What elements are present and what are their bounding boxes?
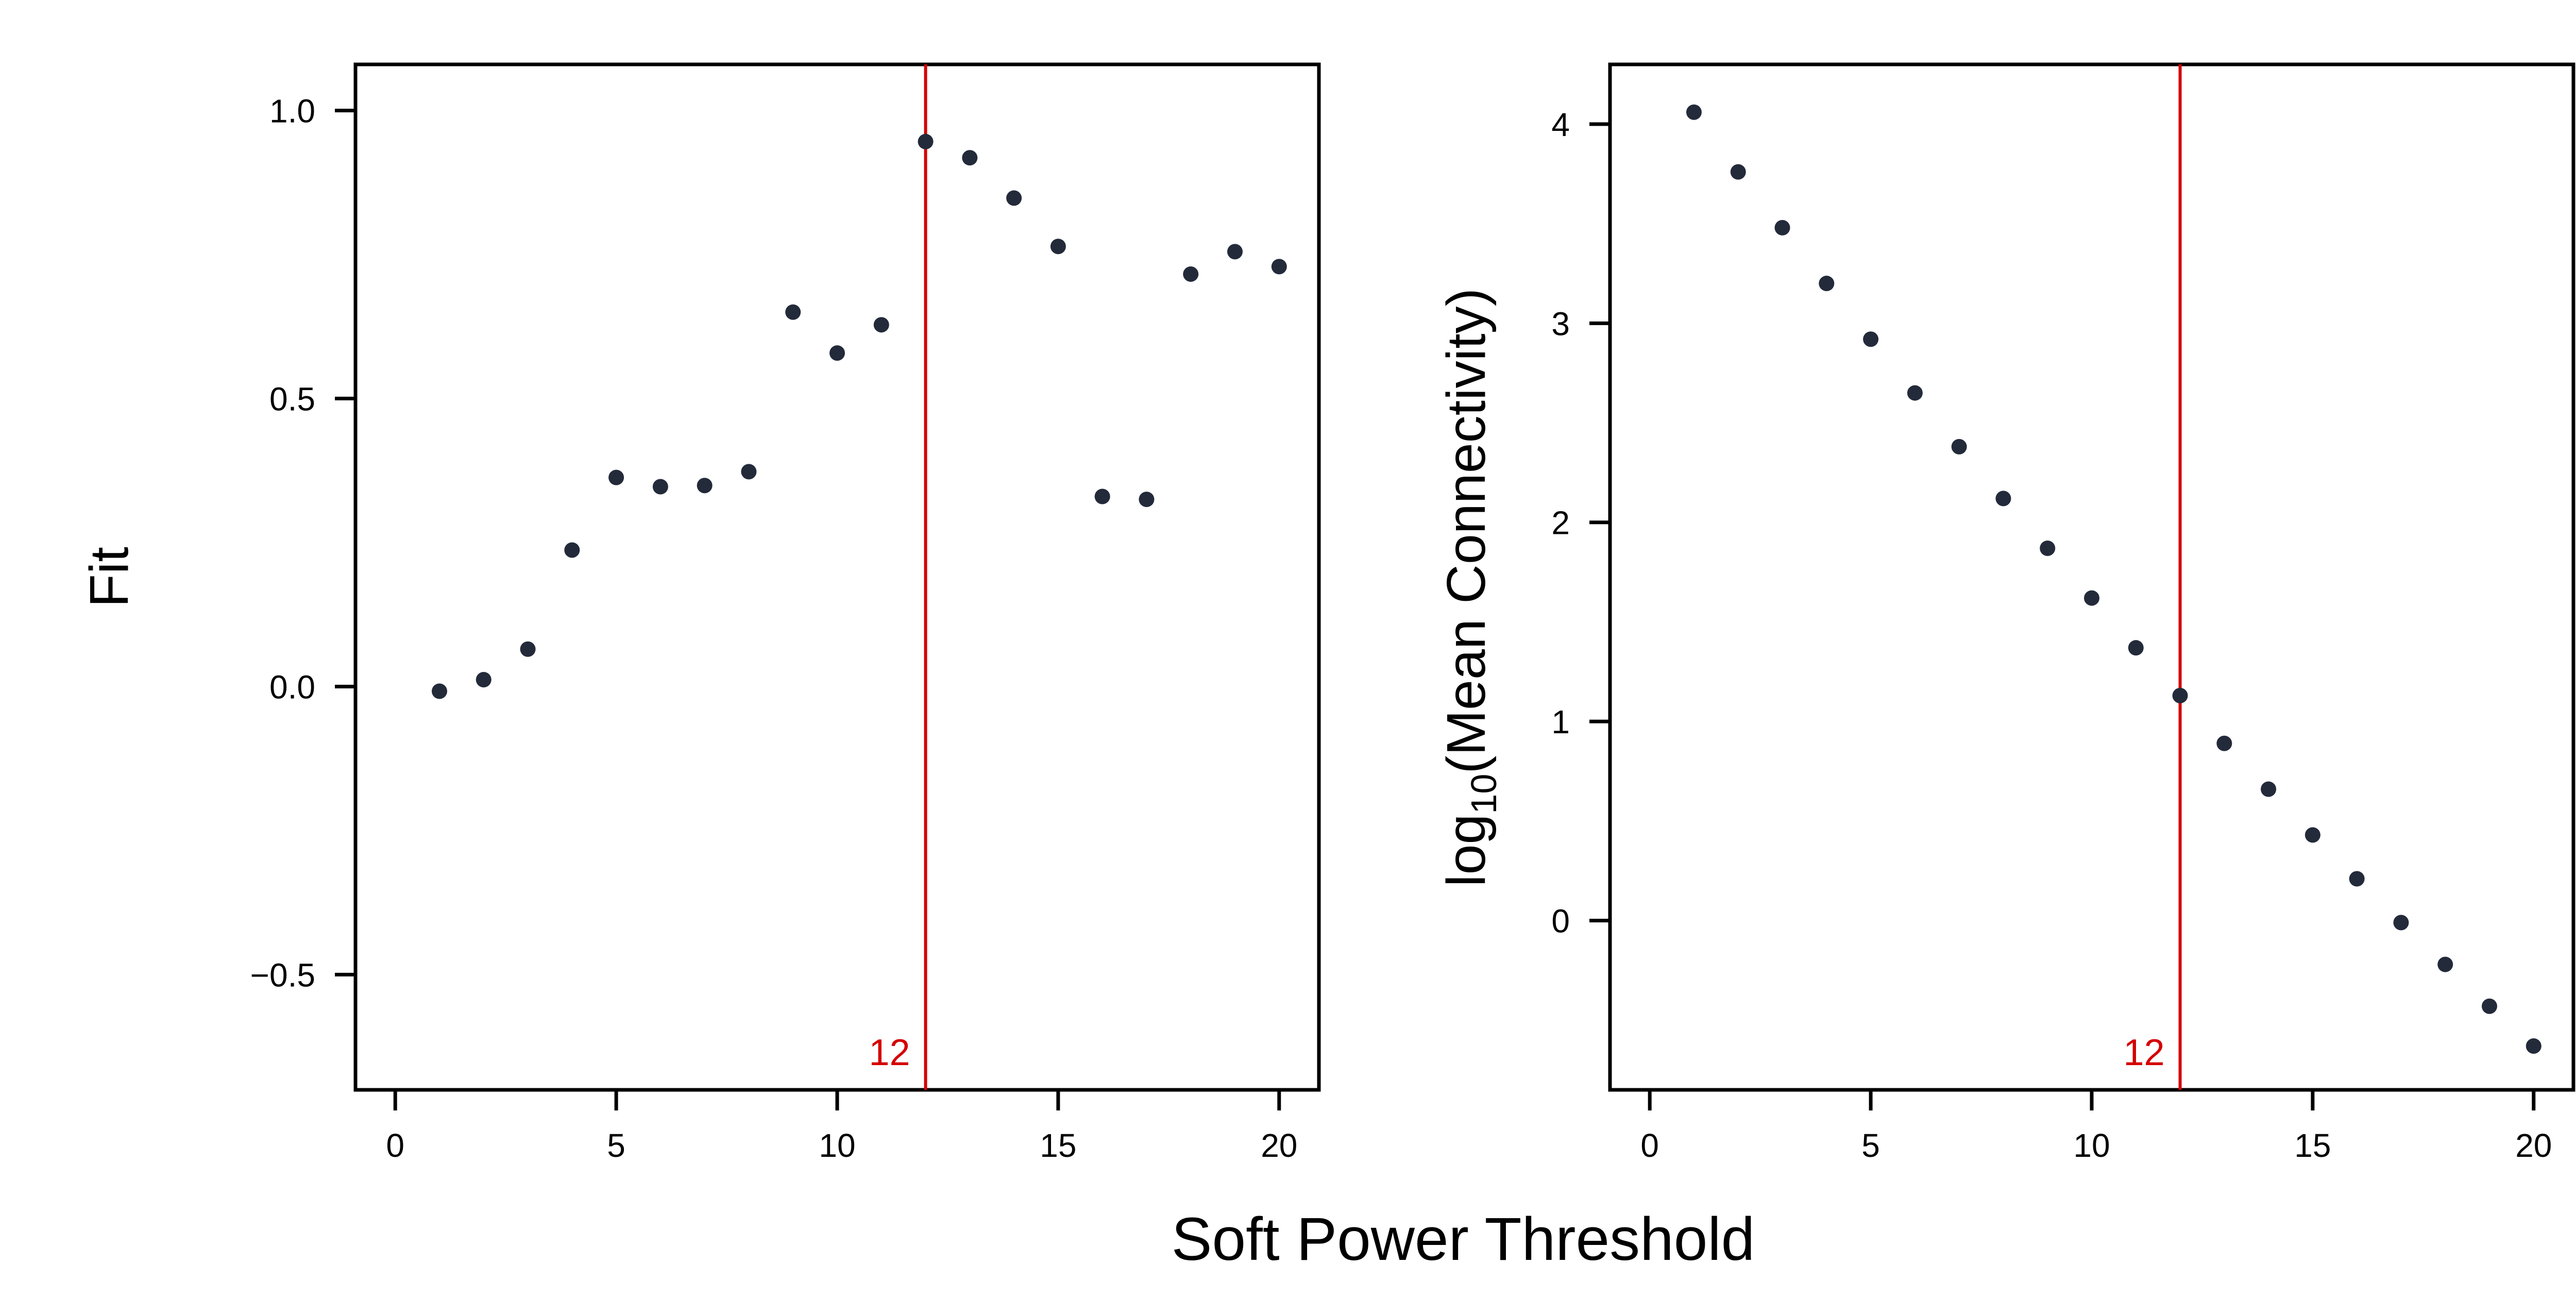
connectivity-data-point (2349, 871, 2365, 887)
y-axis-label-rest: (Mean Connectivity) (1436, 288, 1497, 774)
connectivity-data-point (2040, 540, 2056, 556)
fit-reference-line-label: 12 (869, 1032, 910, 1073)
connectivity-data-point (2084, 590, 2099, 606)
y-axis-label-subscript: 10 (1464, 774, 1504, 814)
fit-y-tick-label: −0.5 (250, 956, 315, 993)
connectivity-data-point (2526, 1038, 2541, 1054)
connectivity-data-point (1995, 491, 2011, 507)
fit-y-tick-label: 0.0 (269, 668, 315, 705)
connectivity-data-point (1951, 439, 1967, 454)
connectivity-data-point (2172, 687, 2188, 703)
connectivity-data-point (1819, 276, 1835, 292)
fit-data-point (962, 150, 978, 166)
fit-y-tick-label: 0.5 (269, 380, 315, 417)
connectivity-reference-line-label: 12 (2123, 1032, 2164, 1073)
fit-x-tick-label: 5 (607, 1127, 625, 1164)
fit-x-tick-label: 20 (1261, 1127, 1297, 1164)
connectivity-data-point (1686, 104, 1702, 120)
connectivity-y-tick-label: 1 (1551, 703, 1570, 740)
connectivity-data-point (1774, 220, 1790, 235)
fit-data-point (873, 317, 889, 333)
fit-data-point (918, 133, 934, 149)
fit-data-point (785, 304, 801, 320)
fit-data-point (608, 469, 624, 485)
connectivity-x-tick-label: 0 (1640, 1127, 1659, 1164)
fit-data-point (1271, 259, 1287, 275)
fit-y-tick-label: 1.0 (269, 92, 315, 129)
fit-x-tick-label: 10 (819, 1127, 855, 1164)
fit-x-tick-label: 0 (386, 1127, 404, 1164)
connectivity-data-point (1730, 164, 1746, 180)
fit-data-point (741, 464, 757, 480)
connectivity-y-tick-label: 3 (1551, 305, 1570, 342)
fit-data-point (697, 478, 713, 494)
connectivity-y-tick-label: 4 (1551, 106, 1570, 143)
connectivity-x-tick-label: 10 (2073, 1127, 2110, 1164)
connectivity-data-point (2261, 781, 2277, 797)
x-axis-label: Soft Power Threshold (1172, 1205, 1755, 1273)
connectivity-y-tick-label: 0 (1551, 903, 1570, 940)
fit-data-point (1006, 190, 1022, 206)
fit-data-point (652, 479, 668, 495)
connectivity-x-tick-label: 20 (2515, 1127, 2552, 1164)
connectivity-data-point (2393, 915, 2409, 931)
connectivity-data-point (1907, 385, 1923, 401)
connectivity-data-point (2482, 998, 2498, 1014)
y-axis-label-log: log (1436, 814, 1497, 886)
fit-data-point (829, 345, 845, 361)
fit-data-point (431, 683, 447, 699)
fit-data-point (1183, 266, 1199, 282)
fit-data-point (1094, 488, 1110, 504)
fit-x-tick-label: 15 (1040, 1127, 1076, 1164)
connectivity-x-tick-label: 15 (2294, 1127, 2331, 1164)
fit-data-point (476, 672, 492, 687)
y-axis-label-fit: Fit (79, 547, 140, 608)
connectivity-x-tick-label: 5 (1861, 1127, 1880, 1164)
fit-data-point (564, 542, 580, 558)
fit-data-point (1139, 492, 1155, 508)
connectivity-data-point (2437, 956, 2453, 972)
fit-data-point (520, 641, 536, 657)
y-axis-label-connectivity: log10(Mean Connectivity) (1436, 288, 1504, 887)
connectivity-data-point (1863, 331, 1879, 347)
connectivity-data-point (2128, 640, 2144, 656)
fit-panel: 0 5 10 15 20 −0.5 0.0 0.5 1.0 12 (250, 62, 1321, 1164)
fit-data-point (1050, 239, 1066, 255)
fit-data-point (1227, 244, 1243, 260)
connectivity-data-point (2304, 827, 2320, 843)
connectivity-y-tick-label: 2 (1551, 504, 1570, 542)
connectivity-data-point (2216, 735, 2232, 751)
